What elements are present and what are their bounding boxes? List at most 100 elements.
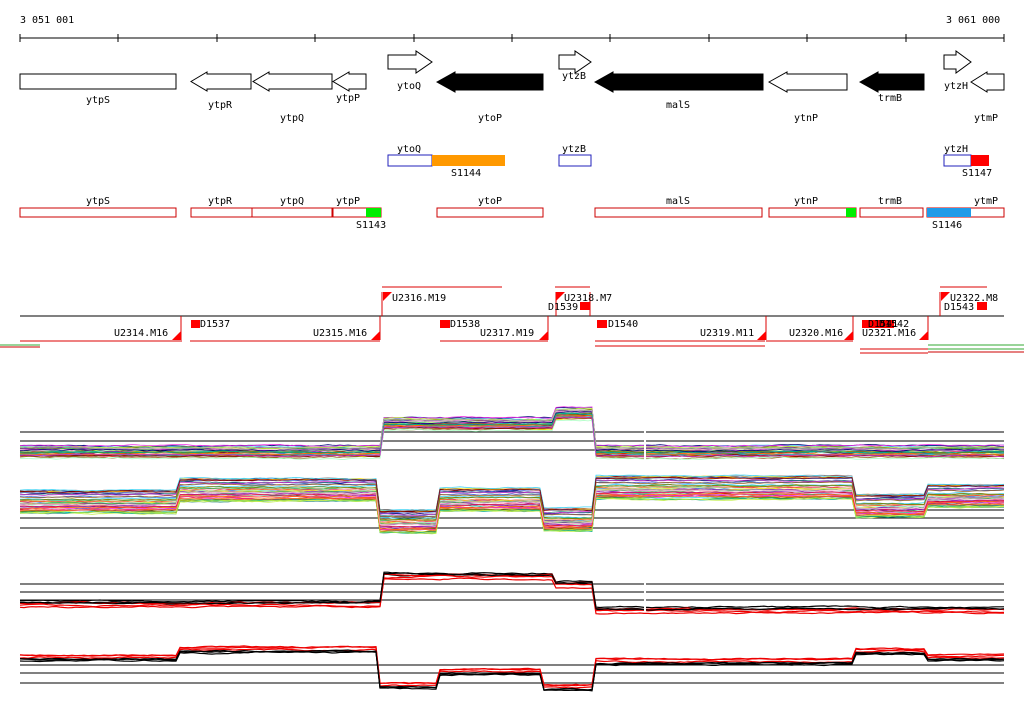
gene-ytoP[interactable] [435, 71, 544, 93]
coordinate-ruler: 3 051 001 3 061 000 [19, 15, 1005, 42]
gene-ytmP[interactable] [970, 71, 1005, 93]
expression-trace [20, 492, 1005, 530]
gene-malS[interactable] [593, 71, 764, 93]
feature-label: S1146 [932, 220, 962, 231]
segment-label: U2318.M7 [564, 293, 612, 304]
gene-ytoQ[interactable] [387, 50, 433, 74]
expression-trace [19, 419, 1005, 460]
expression-trace [19, 577, 1004, 615]
feature-box-ytoQ[interactable] [387, 154, 433, 167]
expression-trace [19, 409, 1005, 450]
gene-label: trmB [878, 93, 902, 104]
feature-label: ytmP [974, 196, 998, 207]
feature-box-malS[interactable] [594, 207, 763, 218]
gene-label: ytpS [86, 95, 110, 106]
gene-label: ytpP [336, 93, 360, 104]
gene-label: ytoP [478, 113, 502, 124]
feature-box-S1143[interactable] [366, 208, 381, 217]
feature-box-green-mark[interactable] [846, 208, 856, 217]
expression-trace [19, 649, 1005, 691]
feature-box-ytpS[interactable] [19, 207, 177, 218]
gene-label: ytnP [794, 113, 818, 124]
feature-label: ytpR [208, 196, 233, 207]
segment-label: D1540 [608, 319, 638, 330]
feature-label: S1143 [356, 220, 386, 231]
feature-label: trmB [878, 196, 902, 207]
expression-trace [19, 406, 1005, 448]
feature-label: ytzH [944, 144, 968, 155]
expression-trace [19, 487, 1005, 525]
segment-end-markers [172, 292, 950, 340]
expression-trace [19, 497, 1005, 534]
feature-box-trmB[interactable] [859, 207, 924, 218]
gene-ytzH[interactable] [943, 50, 972, 74]
expression-trace [19, 645, 1005, 687]
gene-ytpS[interactable] [19, 73, 177, 90]
expression-trace [20, 409, 1004, 451]
feature-label: ytpQ [280, 196, 304, 207]
ruler-ticks [19, 34, 1005, 42]
segment-label: D1539 [548, 302, 578, 313]
segment-label: U2320.M16 [789, 328, 843, 339]
feature-label: ytpS [86, 196, 110, 207]
expression-trace [19, 407, 1005, 448]
expression-baselines [20, 431, 1004, 684]
feature-box-ytzB[interactable] [558, 154, 592, 167]
segment-label: U2321.M16 [862, 328, 916, 339]
gene-label: ytzB [562, 71, 586, 82]
feature-label: ytoP [478, 196, 502, 207]
feature-box-ytzH[interactable] [943, 154, 972, 167]
gene-ytnP[interactable] [767, 71, 848, 93]
expression-trace [20, 488, 1005, 526]
expression-trace [19, 409, 1005, 450]
expression-trace [19, 497, 1005, 534]
feature-box-ytpR[interactable] [190, 207, 253, 218]
feature-label: S1147 [962, 168, 992, 179]
expression-trace [19, 572, 1005, 611]
expression-trace [19, 474, 1005, 511]
expression-trace [19, 571, 1004, 609]
feature-box-ytpQ[interactable] [251, 207, 333, 218]
expression-trace [19, 476, 1005, 513]
segment-label: U2322.M8 [950, 293, 998, 304]
segment-label: D1541 [868, 319, 898, 330]
feature-label: S1144 [451, 168, 481, 179]
feature-label: ytzB [562, 144, 586, 155]
expression-trace [19, 414, 1005, 456]
feature-box-S1147[interactable] [971, 155, 989, 166]
gene-ytpP[interactable] [332, 71, 367, 92]
expression-trace [19, 491, 1005, 529]
expression-trace [19, 481, 1005, 518]
expression-trace [19, 483, 1005, 521]
gene-label: ytpQ [280, 113, 304, 124]
segment-label: U2315.M16 [313, 328, 367, 339]
gene-track: ytpS ytpR ytpQ ytpP ytoQ ytoP ytzB malS … [19, 50, 1005, 124]
expression-panels [19, 406, 1005, 692]
gene-ytpR[interactable] [190, 71, 252, 92]
expression-trace [19, 416, 1005, 458]
segment-label: U2316.M19 [392, 293, 446, 304]
segment-label: U2314.M16 [114, 328, 168, 339]
expression-panel-4-red-black [19, 645, 1005, 692]
feature-box-ytoP[interactable] [436, 207, 544, 218]
feature-box-S1146[interactable] [927, 208, 971, 217]
segment-label: U2317.M19 [480, 328, 534, 339]
gene-trmB[interactable] [858, 71, 925, 93]
segment-label: D1538 [450, 319, 480, 330]
segment-label: U2319.M11 [700, 328, 754, 339]
gene-label: ytmP [974, 113, 998, 124]
expression-trace [19, 411, 1004, 453]
gene-ytzB[interactable] [558, 50, 592, 74]
feature-label: ytpP [336, 196, 360, 207]
feature-box-ytnP[interactable] [768, 207, 857, 218]
ruler-end-label: 3 061 000 [946, 15, 1000, 26]
gene-ytpQ[interactable] [252, 71, 333, 92]
feature-box-S1144[interactable] [432, 155, 505, 166]
expression-panel-3-red-black [19, 571, 1005, 615]
ruler-start-label: 3 051 001 [20, 15, 74, 26]
feature-label: ytoQ [397, 144, 421, 155]
segment-label: D1542 [879, 319, 909, 330]
segment-label: D1543 [944, 302, 974, 313]
deletion-blocks [191, 302, 987, 328]
